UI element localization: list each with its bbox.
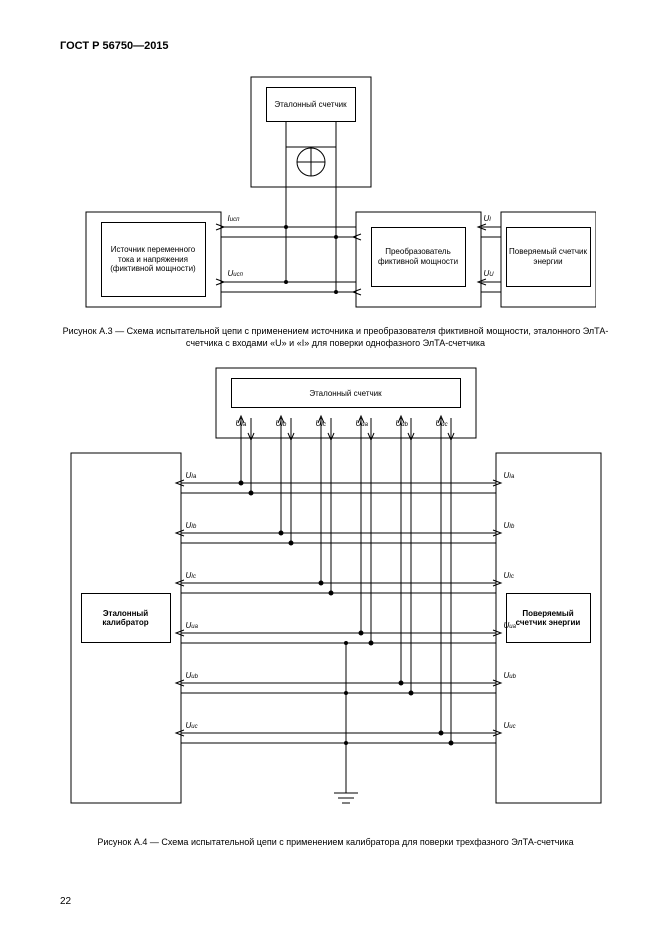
l-uib: UIb: [186, 521, 197, 530]
dut-box: Поверяемый счетчик энергии: [506, 227, 591, 287]
label-iisp: Iисп: [228, 214, 240, 223]
r-uua: Uua: [504, 621, 516, 630]
l-uuc: Uuc: [186, 721, 198, 730]
ref-meter-2-box: Эталонный счетчик: [231, 378, 461, 408]
ref-meter-box: Эталонный счетчик: [266, 87, 356, 122]
label-ui: UI: [484, 214, 491, 223]
label-uu: UU: [484, 269, 494, 278]
l-uua: Uua: [186, 621, 198, 630]
label-uisp: Uисп: [228, 269, 243, 278]
converter-box: Преобразователь фиктивной мощности: [371, 227, 466, 287]
t-uia: UIa: [236, 419, 247, 428]
t-uua: Uua: [356, 419, 368, 428]
r-uib: UIb: [504, 521, 515, 530]
l-uic: UIc: [186, 571, 196, 580]
figure-a3-caption: Рисунок А.3 — Схема испытательной цепи с…: [60, 326, 611, 349]
r-uia: UIa: [504, 471, 515, 480]
t-uib: UIb: [276, 419, 287, 428]
l-uub: Uub: [186, 671, 198, 680]
dut-2-box: Поверяемый счетчик энергии: [506, 593, 591, 643]
t-uic: UIc: [316, 419, 326, 428]
page-number: 22: [60, 896, 71, 907]
doc-header: ГОСТ Р 56750—2015: [60, 40, 611, 52]
figure-a3: Эталонный счетчик Источник переменного т…: [76, 72, 596, 312]
t-uuc: Uuc: [436, 419, 448, 428]
l-uia: UIa: [186, 471, 197, 480]
calibrator-box: Эталонный калибратор: [81, 593, 171, 643]
t-uub: Uub: [396, 419, 408, 428]
figure-a4: Эталонный счетчик Эталонный калибратор П…: [66, 363, 606, 823]
figure-a4-caption: Рисунок А.4 — Схема испытательной цепи с…: [60, 837, 611, 849]
r-uuc: Uuc: [504, 721, 516, 730]
r-uub: Uub: [504, 671, 516, 680]
source-box: Источник переменного тока и напряжения (…: [101, 222, 206, 297]
r-uic: UIc: [504, 571, 514, 580]
